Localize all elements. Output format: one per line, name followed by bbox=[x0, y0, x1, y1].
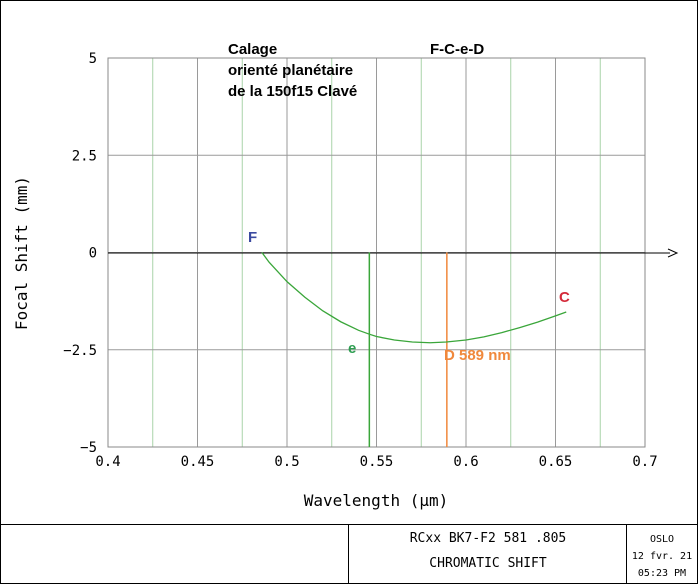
y-tick-label-2: 0 bbox=[89, 246, 97, 262]
annotation-title-right: F-C-e-D bbox=[430, 41, 484, 58]
label-e: e bbox=[348, 340, 356, 357]
x-tick-label-6: 0.7 bbox=[632, 454, 657, 470]
y-tick-label-0: 5 bbox=[89, 51, 97, 67]
y-tick-labels: 5 2.5 0 −2.5 −5 bbox=[63, 51, 97, 456]
annotation-title-left: Calage orienté planétaire de la 150f15 Cla… bbox=[228, 41, 357, 100]
footer-time: 05:23 PM bbox=[638, 568, 686, 579]
footer-date: 12 fvr. 21 bbox=[632, 551, 692, 562]
y-axis-label: Focal Shift (mm) bbox=[12, 176, 31, 330]
x-axis-label: Wavelength (µm) bbox=[304, 491, 449, 510]
label-C: C bbox=[559, 289, 570, 306]
y-tick-label-1: 2.5 bbox=[72, 148, 97, 164]
annotation-title-left-line: Calage bbox=[228, 41, 277, 58]
y-tick-label-3: −2.5 bbox=[63, 343, 97, 359]
footer-plot-type: CHROMATIC SHIFT bbox=[429, 556, 547, 571]
x-tick-label-5: 0.65 bbox=[539, 454, 573, 470]
x-tick-label-2: 0.5 bbox=[274, 454, 299, 470]
x-tick-label-4: 0.6 bbox=[453, 454, 478, 470]
x-tick-labels: 0.4 0.45 0.5 0.55 0.6 0.65 0.7 bbox=[95, 454, 657, 470]
label-F: F bbox=[248, 229, 257, 246]
footer-software: OSLO bbox=[650, 534, 674, 545]
annotation-title-left-line: de la 150f15 Clavé bbox=[228, 83, 357, 100]
x-tick-label-0: 0.4 bbox=[95, 454, 120, 470]
series-line-0 bbox=[261, 252, 567, 344]
wavelength-markers bbox=[368, 252, 448, 447]
annotation-title-left-line: orienté planétaire bbox=[228, 62, 353, 79]
zero-axis-arrow bbox=[667, 248, 679, 258]
y-tick-label-4: −5 bbox=[80, 440, 97, 456]
footer-design-name: RCxx BK7-F2 581 .805 bbox=[410, 531, 567, 546]
x-tick-label-1: 0.45 bbox=[181, 454, 215, 470]
label-D: D 589 nm bbox=[444, 347, 511, 364]
x-tick-label-3: 0.55 bbox=[360, 454, 394, 470]
series-group bbox=[261, 252, 567, 344]
